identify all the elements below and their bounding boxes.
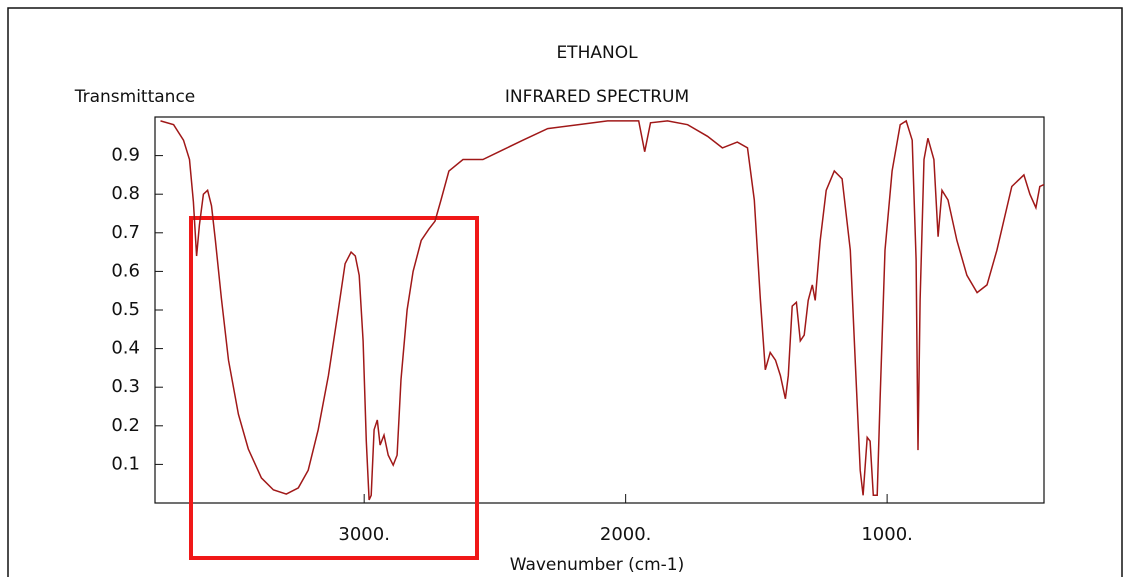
y-tick-label: 0.3 — [111, 376, 140, 397]
y-tick-label: 0.6 — [111, 260, 140, 281]
y-tick-label: 0.5 — [111, 299, 140, 320]
y-tick-label: 0.8 — [111, 183, 140, 204]
x-tick-label: 1000. — [861, 524, 913, 545]
y-tick-label: 0.9 — [111, 145, 140, 166]
highlight-box — [189, 216, 479, 560]
y-tick-label: 0.7 — [111, 222, 140, 243]
plot-frame — [154, 116, 1045, 504]
chart-title: ETHANOL — [556, 43, 638, 63]
y-tick-label: 0.1 — [111, 453, 140, 474]
y-axis-label: Transmittance — [74, 87, 196, 107]
y-tick-label: 0.2 — [111, 415, 140, 436]
x-axis-label: Wavenumber (cm-1) — [510, 555, 685, 575]
y-tick-label: 0.4 — [111, 338, 140, 359]
x-tick-label: 2000. — [600, 524, 652, 545]
spectrum-line — [160, 119, 1045, 501]
chart-subtitle: INFRARED SPECTRUM — [505, 87, 689, 107]
x-tick-label: 3000. — [338, 524, 390, 545]
frame — [7, 7, 1123, 577]
